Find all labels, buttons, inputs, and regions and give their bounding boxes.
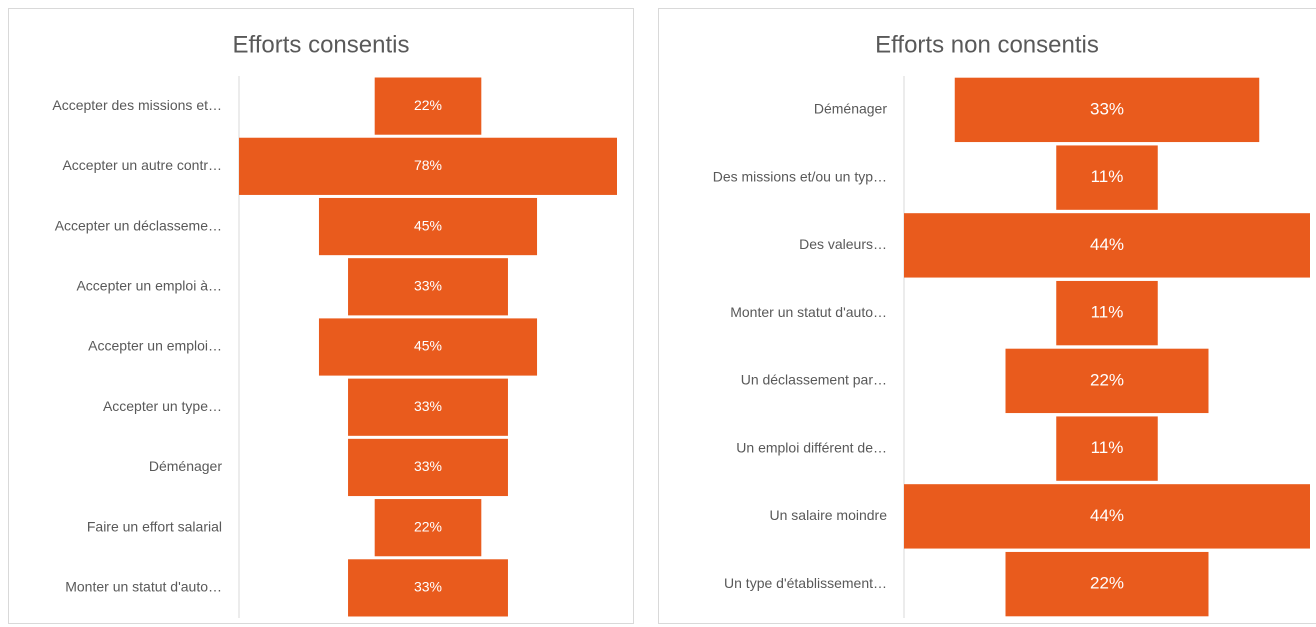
category-label: Un déclassement par… [741,372,887,388]
value-label: 44% [1090,235,1124,254]
category-label: Accepter un emploi… [88,338,222,354]
value-label: 78% [414,157,442,173]
value-label: 33% [1090,99,1124,118]
chart-title: Efforts consentis [233,31,410,58]
bar [318,197,538,256]
bar [348,258,508,316]
bar [904,213,1310,278]
bar [348,559,508,617]
bar [954,77,1260,143]
value-label: 22% [1090,574,1124,593]
value-label: 22% [414,97,442,113]
category-label: Un type d'établissement… [724,575,887,591]
category-label: Des missions et/ou un typ… [713,168,887,184]
category-label: Accepter des missions et… [52,97,222,113]
bar [1056,145,1158,210]
bar [239,137,617,195]
category-label: Déménager [149,458,222,474]
category-label: Accepter un emploi à… [76,277,222,293]
bar [1056,280,1158,346]
bar [904,484,1310,549]
bar [1005,348,1209,414]
category-label: Accepter un type… [103,398,222,414]
value-label: 33% [414,458,442,474]
category-label: Des valeurs… [799,236,887,252]
value-label: 33% [414,398,442,414]
value-label: 33% [414,579,442,595]
category-label: Monter un statut d'auto… [65,579,222,595]
value-label: 22% [414,518,442,534]
category-label: Un salaire moindre [770,507,888,523]
value-label: 44% [1090,506,1124,525]
category-label: Accepter un autre contr… [62,157,222,173]
category-label: Accepter un déclasseme… [55,217,222,233]
value-label: 22% [1090,370,1124,389]
bar [374,77,482,135]
value-label: 11% [1091,167,1124,186]
bar [374,499,482,557]
value-label: 45% [414,338,442,354]
value-label: 11% [1091,438,1124,457]
value-label: 45% [414,217,442,233]
bar [348,438,508,497]
bar [348,378,508,436]
panel [8,8,634,624]
category-label: Déménager [814,101,887,117]
value-label: 33% [414,277,442,293]
category-label: Monter un statut d'auto… [730,304,887,320]
category-label: Un emploi différent de… [736,439,887,455]
bar [1005,551,1209,617]
value-label: 11% [1091,303,1124,322]
bar [1056,416,1158,481]
category-label: Faire un effort salarial [87,518,222,534]
bar [318,318,538,376]
chart-title: Efforts non consentis [875,31,1099,58]
